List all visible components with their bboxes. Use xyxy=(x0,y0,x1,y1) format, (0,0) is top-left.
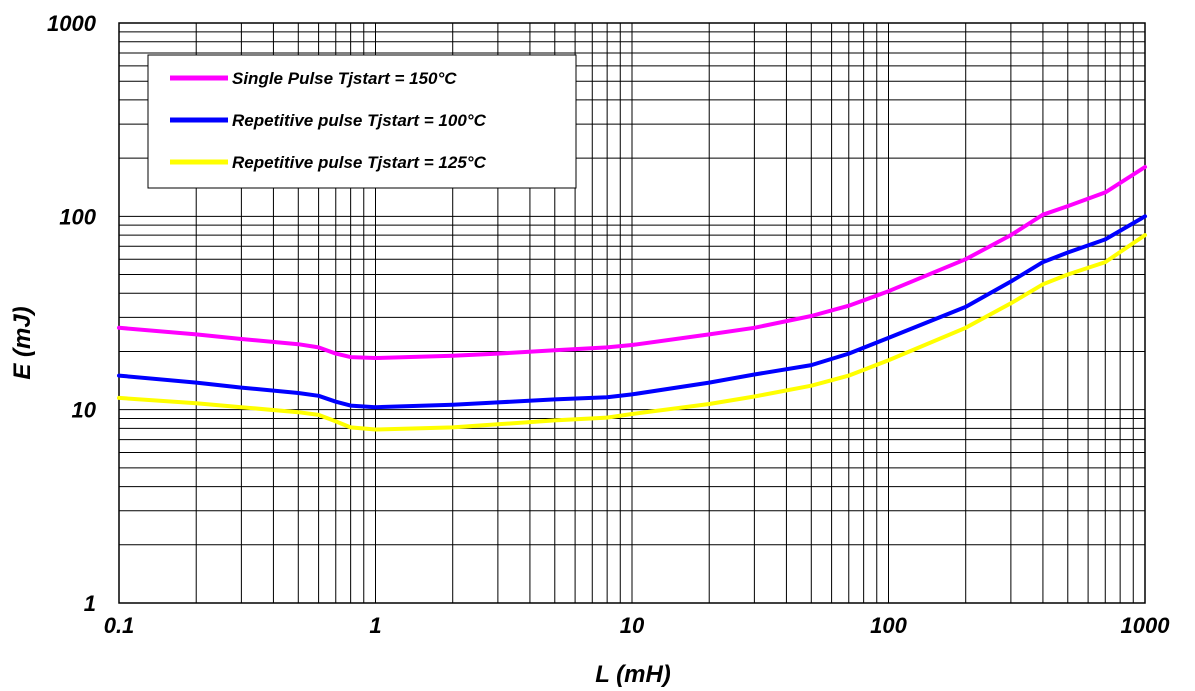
legend-label: Repetitive pulse Tjstart = 125°C xyxy=(232,153,487,172)
plot-area-border xyxy=(118,22,1146,604)
x-tick-label: 1000 xyxy=(1121,613,1171,638)
x-tick-label: 10 xyxy=(620,613,645,638)
series-line-1 xyxy=(117,165,1147,360)
x-tick-label: 100 xyxy=(870,613,907,638)
legend-label: Single Pulse Tjstart = 150°C xyxy=(232,69,457,88)
x-tick-label: 0.1 xyxy=(104,613,135,638)
y-tick-label: 1 xyxy=(84,591,96,616)
series-line-3 xyxy=(117,233,1147,432)
y-tick-label: 100 xyxy=(59,204,96,229)
x-axis-title: L (mH) xyxy=(595,661,671,688)
tick-labels: 0.1 1 10 100 1000 1 10 100 1000 xyxy=(47,11,1170,638)
y-tick-label: 1000 xyxy=(47,11,97,36)
x-tick-label: 1 xyxy=(369,613,381,638)
series-line-2 xyxy=(117,214,1147,410)
legend-label: Repetitive pulse Tjstart = 100°C xyxy=(232,111,487,130)
y-axis-title: E (mJ) xyxy=(9,306,36,379)
y-tick-label: 10 xyxy=(72,398,97,423)
series-lines xyxy=(117,165,1147,432)
legend: Single Pulse Tjstart = 150°C Repetitive p… xyxy=(147,54,577,189)
